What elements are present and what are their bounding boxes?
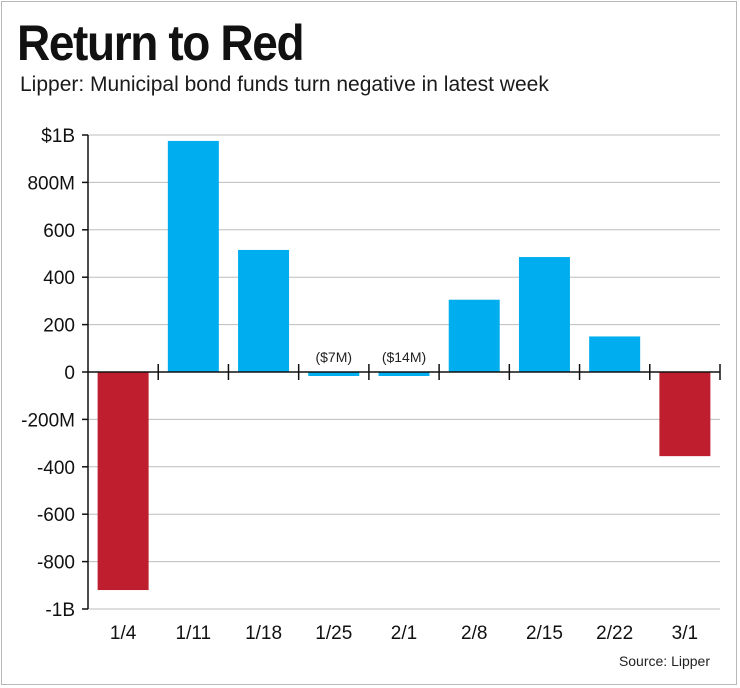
bar-2-22 <box>589 336 641 372</box>
source-note: Source: Lipper <box>618 653 710 669</box>
bar-1-25 <box>308 372 360 376</box>
y-tick-label: -800 <box>37 553 75 574</box>
y-tick-label: -600 <box>37 505 75 526</box>
y-tick-label: $1B <box>41 126 75 147</box>
y-tick-label: 0 <box>64 363 75 384</box>
x-tick-label: 1/4 <box>110 623 137 644</box>
bar-2-1 <box>378 372 430 376</box>
chart-subtitle: Lipper: Municipal bond funds turn negati… <box>20 73 549 96</box>
bars <box>97 140 711 591</box>
bar-3-1 <box>659 372 711 457</box>
x-tick-label: 2/22 <box>596 623 633 644</box>
x-tick-label: 2/15 <box>526 623 563 644</box>
y-tick-label: 200 <box>43 316 75 337</box>
data-label: ($7M) <box>315 349 352 365</box>
y-tick-label: 400 <box>43 268 75 289</box>
y-tick-labels: $1B 800M 600 400 200 0 -200M -400 -600 -800 -1B <box>21 126 75 621</box>
data-label: ($14M) <box>382 349 426 365</box>
chart-title: Return to Red <box>17 15 305 71</box>
bar-1-11 <box>167 140 219 372</box>
y-tick-label: -1B <box>45 600 75 621</box>
x-tick-label: 1/11 <box>176 623 212 644</box>
data-labels: ($7M) ($14M) <box>315 349 426 365</box>
x-tick-label: 2/8 <box>461 623 487 644</box>
y-tick-label: -200M <box>21 410 75 431</box>
y-tick-label: 800M <box>27 173 75 194</box>
x-tick-label: 1/25 <box>315 623 352 644</box>
axes <box>82 134 721 610</box>
x-tick-label: 1/18 <box>245 623 282 644</box>
bar-1-4 <box>97 372 149 591</box>
x-tick-label: 2/1 <box>391 623 417 644</box>
x-tick-labels: 1/4 1/11 1/18 1/25 2/1 2/8 2/15 2/22 3/1 <box>110 623 698 644</box>
y-tick-label: 600 <box>43 221 75 242</box>
y-tick-label: -400 <box>37 458 75 479</box>
bar-2-15 <box>518 257 570 372</box>
x-tick-label: 3/1 <box>672 623 698 644</box>
bar-2-8 <box>448 299 500 372</box>
bar-1-18 <box>238 249 290 372</box>
